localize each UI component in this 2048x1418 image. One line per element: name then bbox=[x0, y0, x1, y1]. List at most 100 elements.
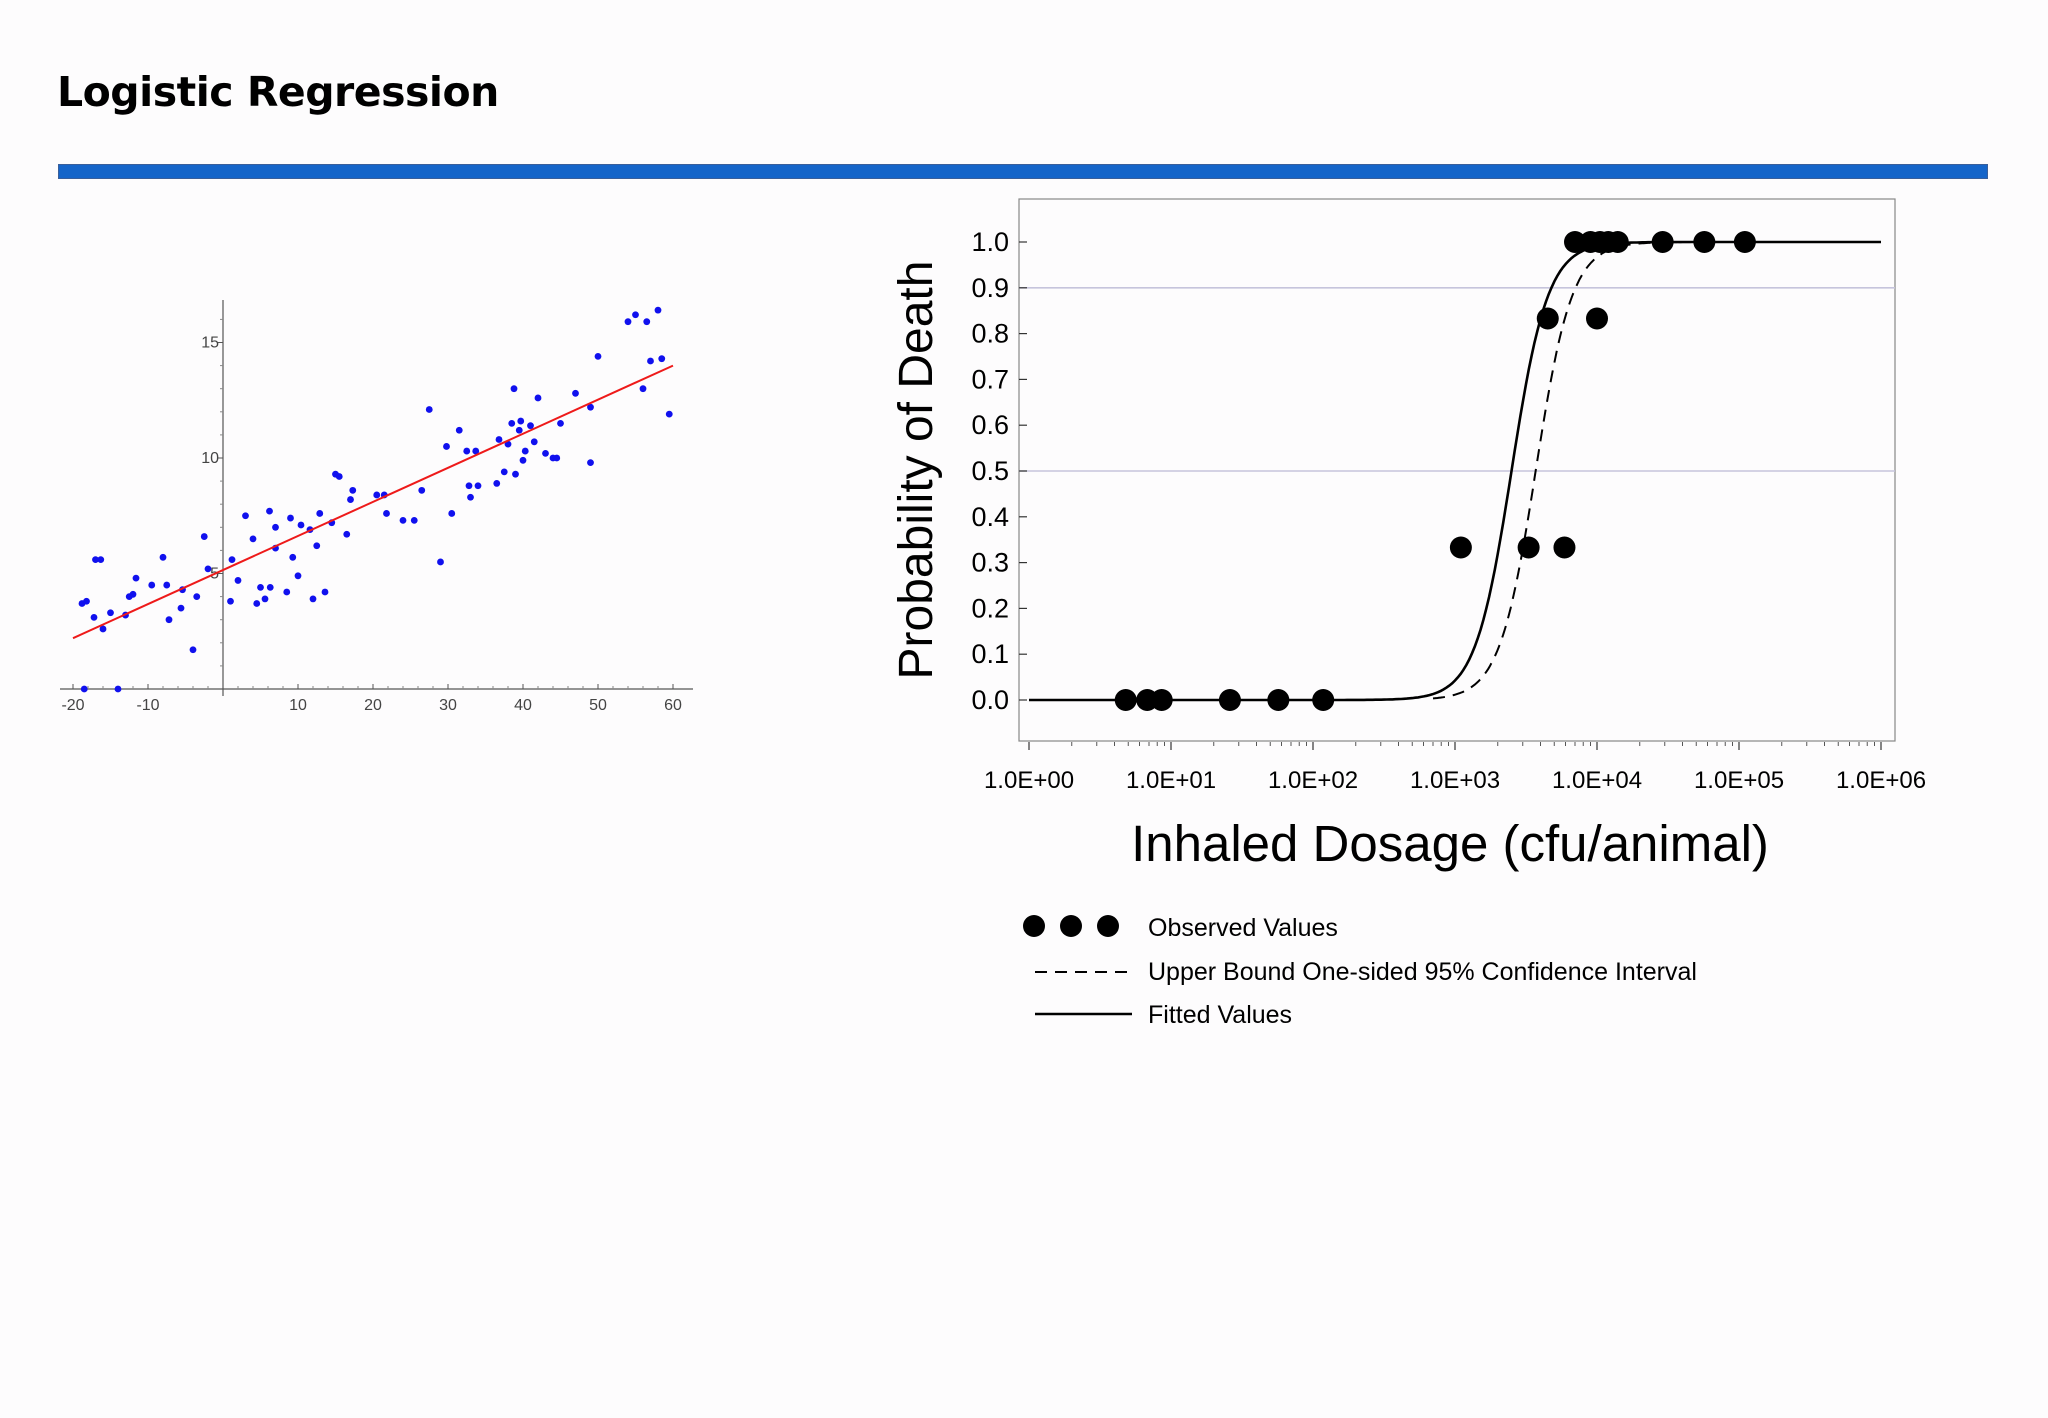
data-point bbox=[425, 406, 433, 413]
data-point bbox=[493, 480, 501, 487]
y-tick-label: 0.5 bbox=[971, 456, 1009, 486]
data-point bbox=[90, 613, 98, 621]
data-point bbox=[647, 357, 654, 365]
x-tick-label: 10 bbox=[289, 697, 307, 714]
data-point bbox=[99, 625, 107, 633]
data-point bbox=[463, 447, 471, 455]
y-tick-label: 0.4 bbox=[971, 502, 1009, 532]
data-point bbox=[97, 556, 105, 564]
data-point bbox=[443, 443, 450, 450]
data-point bbox=[107, 609, 114, 617]
data-point bbox=[347, 496, 354, 503]
data-point bbox=[132, 574, 140, 582]
observed-point bbox=[1517, 536, 1540, 559]
observed-point bbox=[1312, 689, 1335, 711]
data-point bbox=[242, 512, 249, 520]
x-tick-label: -10 bbox=[136, 697, 159, 714]
data-point bbox=[515, 426, 523, 434]
data-point bbox=[495, 436, 503, 443]
x-tick-label: 30 bbox=[439, 697, 457, 714]
data-point bbox=[283, 588, 291, 596]
data-point bbox=[643, 318, 651, 326]
data-point bbox=[272, 523, 279, 531]
data-point bbox=[500, 468, 508, 476]
observed-point bbox=[1651, 231, 1674, 253]
data-point bbox=[287, 514, 294, 522]
observed-point bbox=[1564, 231, 1587, 253]
x-tick-label: 1.0E+05 bbox=[1694, 767, 1784, 794]
y-tick-label: 0.7 bbox=[971, 364, 1009, 394]
data-point bbox=[553, 454, 561, 462]
y-tick-label: 0.2 bbox=[971, 593, 1009, 623]
x-tick-label: 40 bbox=[514, 697, 532, 714]
data-point bbox=[527, 422, 534, 430]
data-point bbox=[508, 419, 516, 427]
data-point bbox=[557, 419, 564, 427]
x-tick-label: 50 bbox=[589, 697, 607, 714]
data-point bbox=[504, 440, 512, 448]
data-point bbox=[474, 482, 482, 490]
observed-point bbox=[1449, 536, 1472, 559]
slide-title: Logistic Regression bbox=[57, 68, 499, 116]
data-point bbox=[654, 306, 662, 314]
data-point bbox=[448, 510, 456, 517]
legend-upper-label: Upper Bound One-sided 95% Confidence Int… bbox=[1148, 958, 1697, 986]
data-point bbox=[92, 556, 99, 564]
data-point bbox=[261, 595, 269, 603]
data-point bbox=[80, 685, 88, 693]
x-tick-label: 1.0E+01 bbox=[1126, 767, 1216, 794]
data-point bbox=[534, 394, 542, 402]
data-point bbox=[228, 556, 236, 564]
data-point bbox=[373, 491, 381, 499]
data-point bbox=[189, 646, 197, 654]
data-point bbox=[437, 558, 444, 566]
data-point bbox=[658, 355, 666, 363]
data-point bbox=[465, 482, 473, 490]
legend: Observed Values Upper Bound One-sided 95%… bbox=[1023, 914, 1697, 1029]
observed-point bbox=[1267, 689, 1290, 711]
data-point bbox=[587, 403, 594, 411]
title-accent-bar bbox=[58, 164, 1988, 179]
data-point bbox=[309, 595, 317, 603]
x-tick-label: 60 bbox=[664, 697, 682, 714]
y-tick-label: 1.0 bbox=[971, 227, 1009, 257]
x-tick-label: 1.0E+06 bbox=[1836, 767, 1926, 794]
data-point bbox=[521, 447, 529, 455]
data-point bbox=[321, 588, 329, 596]
y-tick-label: 15 bbox=[201, 335, 219, 352]
data-point bbox=[227, 597, 234, 605]
data-point bbox=[542, 449, 549, 457]
plot-frame bbox=[1018, 198, 1896, 742]
data-point bbox=[512, 470, 519, 478]
x-tick-label: 20 bbox=[364, 697, 382, 714]
data-point bbox=[343, 530, 351, 538]
observed-point bbox=[1733, 231, 1756, 253]
data-point bbox=[632, 311, 639, 319]
data-point bbox=[587, 459, 594, 467]
observed-point bbox=[1553, 536, 1576, 559]
data-point bbox=[313, 542, 321, 550]
data-point bbox=[148, 581, 156, 589]
data-point bbox=[249, 535, 257, 543]
y-axis-title: Probability of Death bbox=[890, 261, 943, 680]
data-point bbox=[165, 616, 173, 624]
data-point bbox=[383, 510, 390, 517]
observed-point bbox=[1693, 231, 1716, 253]
data-point bbox=[594, 352, 602, 360]
logistic-regression-chart: 0.0 0.1 0.2 0.3 0.4 0.5 0.6 0.7 0.8 0.9 1.0 1.0E+00… bbox=[890, 198, 1926, 1029]
data-point bbox=[193, 593, 201, 600]
x-tick-label: 1.0E+02 bbox=[1268, 767, 1358, 794]
data-point bbox=[257, 583, 264, 591]
data-point bbox=[530, 438, 538, 446]
data-point bbox=[665, 410, 673, 418]
y-tick-label: 0.3 bbox=[971, 548, 1009, 578]
data-point bbox=[624, 318, 632, 326]
legend-observed-label: Observed Values bbox=[1148, 914, 1338, 942]
linear-regression-chart: -20-1010203040506051015 bbox=[60, 300, 693, 714]
observed-point bbox=[1218, 689, 1241, 711]
y-tick-label: 0.8 bbox=[971, 319, 1009, 349]
data-point bbox=[200, 533, 208, 540]
data-point bbox=[399, 516, 407, 524]
legend-observed-marker bbox=[1023, 915, 1045, 937]
data-point bbox=[519, 456, 527, 464]
